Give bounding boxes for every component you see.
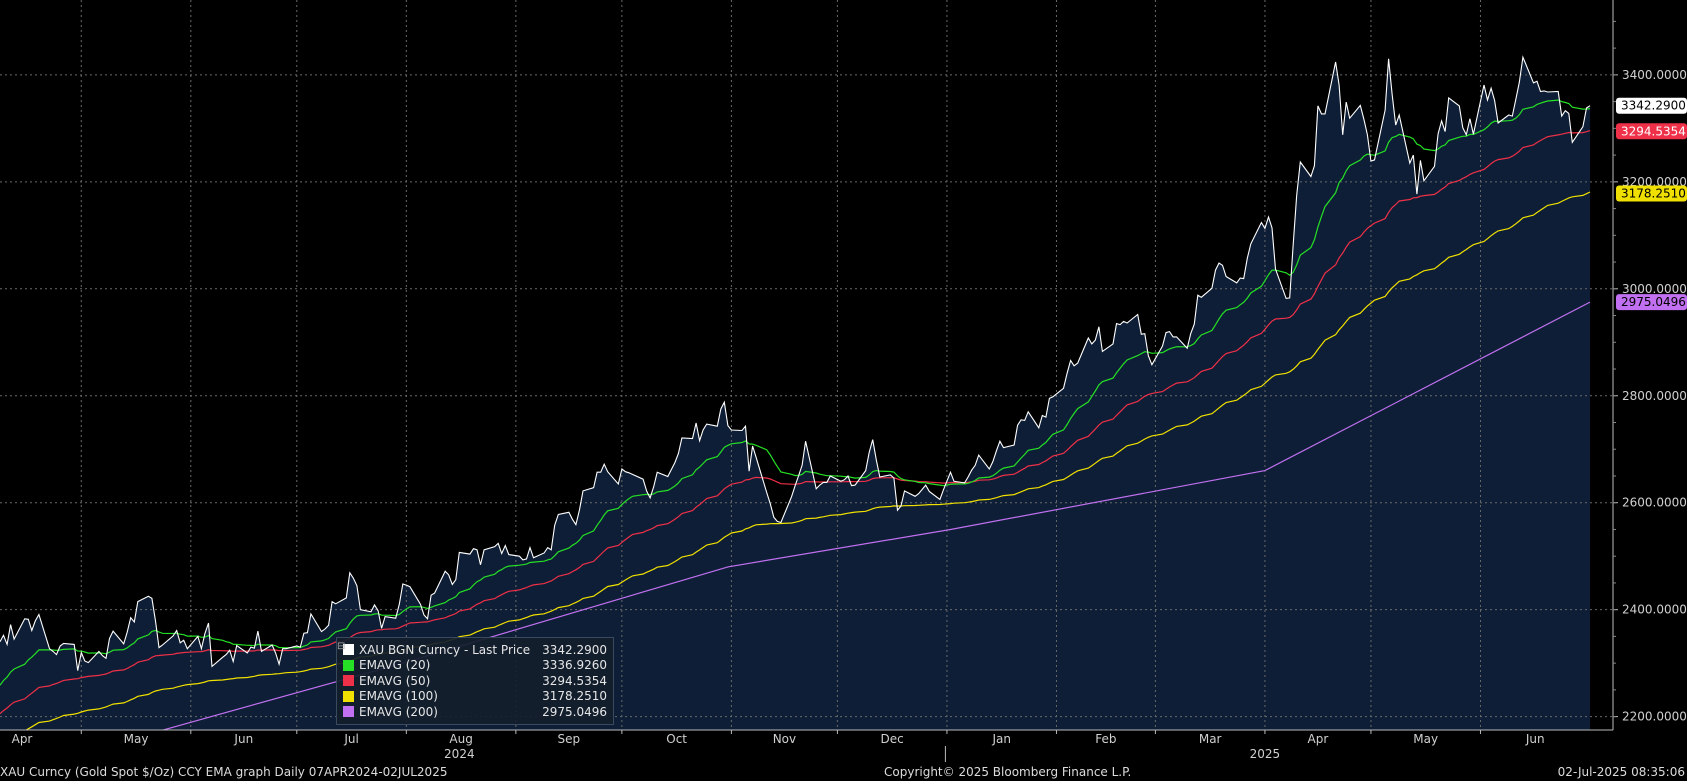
legend-row: EMAVG (100) 3178.2510 — [343, 689, 607, 705]
legend-swatch-ema20 — [343, 659, 354, 671]
x-tick-label: Nov — [773, 732, 796, 746]
value-tag — [1616, 294, 1687, 311]
legend-row: EMAVG (200) 2975.0496 — [343, 704, 607, 720]
year-label: 2025 — [1250, 747, 1281, 761]
copyright-text: Copyright© 2025 Bloomberg Finance L.P. — [884, 765, 1132, 779]
x-tick-label: Jan — [991, 732, 1011, 746]
ema50-line — [0, 130, 1591, 715]
y-tick-label: 2200.0000 — [1622, 710, 1687, 724]
x-tick-label: Dec — [881, 732, 904, 746]
x-tick-label: Sep — [558, 732, 581, 746]
price-line — [0, 55, 1591, 671]
legend-swatch-ema200 — [343, 706, 354, 718]
legend-row: EMAVG (20) 3336.9260 — [343, 658, 607, 674]
legend-value: 3336.9260 — [542, 658, 607, 673]
value-tag — [1616, 97, 1687, 114]
legend-value: 3294.5354 — [542, 673, 607, 688]
legend-value: 3178.2510 — [542, 689, 607, 704]
legend-name: EMAVG (20) — [359, 658, 431, 673]
value-tag — [1616, 123, 1687, 140]
x-tick-label: Feb — [1095, 732, 1116, 746]
ema200-line — [160, 301, 1591, 730]
legend-name: XAU BGN Curncy - Last Price — [359, 642, 531, 657]
x-tick-label: May — [1413, 732, 1438, 746]
x-tick-label: Apr — [12, 732, 33, 746]
legend-swatch-ema100 — [343, 690, 354, 702]
y-tick-label: 3400.0000 — [1622, 68, 1687, 82]
legend-swatch-ema50 — [343, 675, 354, 687]
value-tag-label: 3342.2900 — [1621, 99, 1686, 113]
y-tick-label: 3000.0000 — [1622, 282, 1687, 296]
value-tag-label: 3178.2510 — [1621, 186, 1686, 200]
legend-value: 3342.2900 — [542, 642, 607, 657]
legend-name: EMAVG (100) — [359, 689, 438, 704]
x-tick-label: Jun — [233, 732, 253, 746]
y-tick-label: 2400.0000 — [1622, 603, 1687, 617]
value-tag — [1616, 185, 1687, 202]
x-tick-label: Jul — [343, 732, 358, 746]
ema20-line — [0, 99, 1591, 686]
chart-description: XAU Curncy (Gold Spot $/Oz) CCY EMA grap… — [0, 765, 448, 779]
x-tick-label: Mar — [1199, 732, 1222, 746]
year-label: 2024 — [444, 747, 475, 761]
x-tick-label: May — [124, 732, 149, 746]
value-tag-label: 3294.5354 — [1621, 124, 1686, 138]
collapse-legend-icon[interactable]: ⊟ — [337, 641, 346, 652]
ema100-line — [25, 191, 1591, 730]
x-tick-label: Apr — [1308, 732, 1329, 746]
y-tick-label: 3200.0000 — [1622, 175, 1687, 189]
legend-value: 2975.0496 — [542, 704, 607, 719]
value-tag-label: 2975.0496 — [1621, 295, 1686, 309]
footer-bar: XAU Curncy (Gold Spot $/Oz) CCY EMA grap… — [0, 764, 1687, 781]
x-tick-label: Oct — [666, 732, 687, 746]
x-tick-label: Jun — [1525, 732, 1545, 746]
legend-row: XAU BGN Curncy - Last Price 3342.2900 — [343, 642, 607, 658]
legend-name: EMAVG (50) — [359, 673, 431, 688]
chart-legend: XAU BGN Curncy - Last Price 3342.2900 EM… — [336, 637, 614, 725]
y-tick-label: 2600.0000 — [1622, 496, 1687, 510]
legend-row: EMAVG (50) 3294.5354 — [343, 673, 607, 689]
legend-name: EMAVG (200) — [359, 704, 438, 719]
timestamp: 02-Jul-2025 08:35:06 — [1557, 765, 1685, 779]
x-tick-label: Aug — [449, 732, 472, 746]
legend-swatch-price — [343, 644, 354, 656]
price-chart: 3400.0000 3200.0000 3000.0000 2800.0000 2600… — [0, 0, 1687, 762]
price-area — [0, 57, 1590, 730]
y-tick-label: 2800.0000 — [1622, 389, 1687, 403]
